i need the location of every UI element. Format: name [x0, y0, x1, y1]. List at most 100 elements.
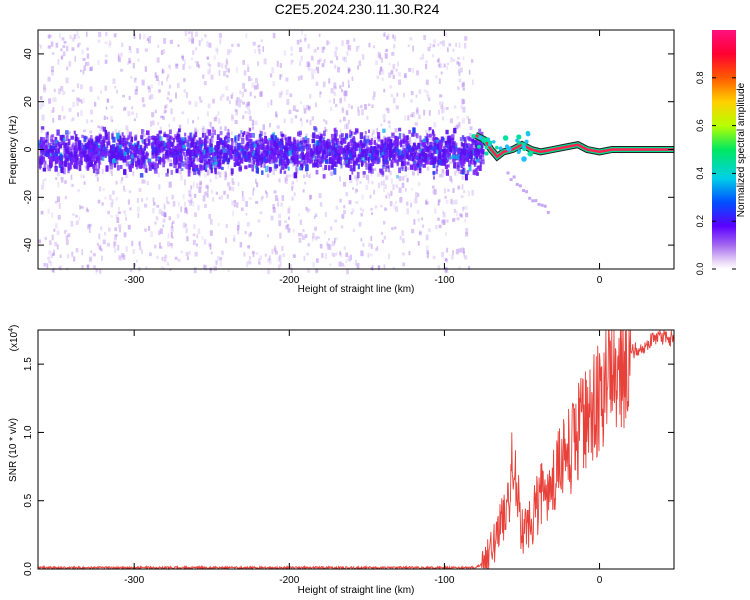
noise-speckle: [121, 177, 124, 181]
noise-speckle: [114, 247, 117, 253]
noise-speckle: [262, 46, 264, 52]
noise-speckle: [383, 264, 386, 269]
band-speckle: [234, 151, 238, 157]
band-speckle: [339, 134, 343, 139]
transition-dot: [516, 150, 521, 155]
noise-speckle: [168, 216, 172, 221]
noise-speckle: [86, 264, 90, 268]
noise-speckle: [70, 174, 73, 180]
band-speckle: [421, 159, 426, 163]
noise-speckle: [448, 161, 452, 165]
band-speckle: [326, 145, 329, 151]
noise-speckle: [110, 214, 114, 218]
noise-speckle: [345, 259, 348, 264]
band-speckle: [279, 169, 282, 174]
noise-speckle: [308, 208, 311, 212]
noise-speckle: [217, 256, 221, 261]
noise-speckle: [164, 110, 166, 114]
band-speckle: [518, 184, 522, 188]
band-speckle: [100, 151, 103, 157]
band-speckle: [50, 163, 54, 168]
noise-speckle: [89, 130, 93, 134]
band-speckle: [266, 141, 270, 148]
band-speckle: [469, 150, 473, 155]
noise-speckle: [105, 106, 108, 110]
noise-speckle: [250, 77, 253, 81]
band-speckle: [65, 148, 68, 154]
noise-speckle: [440, 219, 445, 224]
noise-speckle: [309, 194, 313, 200]
band-speckle: [140, 163, 144, 169]
noise-speckle: [295, 178, 298, 183]
noise-speckle: [437, 199, 441, 203]
noise-speckle: [257, 46, 260, 52]
band-speckle: [264, 150, 268, 155]
noise-speckle: [210, 218, 213, 225]
band-speckle: [180, 144, 184, 149]
band-speckle: [55, 139, 58, 144]
noise-speckle: [183, 78, 186, 82]
noise-speckle: [81, 98, 85, 104]
band-speckle: [55, 153, 59, 158]
band-speckle: [85, 143, 89, 151]
noise-speckle: [452, 48, 455, 52]
band-speckle: [57, 147, 60, 154]
band-speckle: [249, 138, 251, 143]
band-speckle: [280, 153, 285, 158]
band-speckle: [464, 145, 467, 151]
band-speckle: [442, 158, 445, 166]
spec-x-tick-label-3: 0: [597, 275, 603, 286]
noise-speckle: [376, 246, 379, 251]
band-speckle: [41, 140, 45, 147]
noise-speckle: [287, 216, 290, 220]
noise-speckle: [76, 31, 79, 36]
noise-speckle: [143, 203, 148, 208]
noise-speckle: [249, 231, 252, 236]
noise-speckle: [415, 94, 418, 98]
noise-speckle: [252, 250, 255, 254]
band-speckle: [205, 164, 208, 171]
band-speckle: [67, 162, 70, 168]
band-speckle: [174, 149, 177, 156]
band-speckle: [63, 139, 66, 145]
noise-speckle: [367, 252, 370, 258]
noise-speckle: [432, 139, 435, 146]
noise-speckle: [357, 45, 360, 49]
band-speckle: [540, 203, 544, 207]
noise-speckle: [289, 264, 292, 269]
band-speckle: [368, 129, 371, 134]
noise-speckle: [141, 179, 144, 184]
band-speckle: [49, 156, 54, 163]
noise-speckle: [331, 240, 335, 247]
noise-speckle: [419, 57, 423, 60]
noise-speckle: [425, 198, 428, 204]
noise-speckle: [356, 180, 358, 186]
noise-speckle: [63, 230, 67, 234]
noise-speckle: [120, 52, 123, 57]
band-speckle: [453, 147, 457, 154]
noise-speckle: [89, 67, 93, 72]
noise-speckle: [354, 188, 357, 194]
noise-speckle: [208, 67, 211, 74]
noise-speckle: [260, 39, 263, 43]
band-speckle: [190, 160, 193, 168]
noise-speckle: [353, 38, 356, 42]
band-speckle: [385, 156, 388, 162]
band-speckle: [50, 138, 54, 145]
band-speckle: [155, 155, 158, 162]
band-speckle: [292, 151, 295, 158]
noise-speckle: [313, 215, 316, 220]
noise-speckle: [309, 173, 312, 179]
band-speckle: [112, 136, 116, 143]
noise-speckle: [172, 201, 176, 207]
noise-speckle: [80, 173, 83, 178]
noise-speckle: [114, 234, 117, 240]
noise-speckle: [60, 55, 64, 60]
band-speckle: [154, 139, 157, 145]
noise-speckle: [348, 259, 351, 262]
band-speckle: [448, 135, 452, 140]
band-speckle: [468, 147, 471, 152]
band-speckle: [203, 159, 207, 164]
noise-speckle: [395, 184, 398, 188]
band-speckle: [469, 144, 473, 152]
